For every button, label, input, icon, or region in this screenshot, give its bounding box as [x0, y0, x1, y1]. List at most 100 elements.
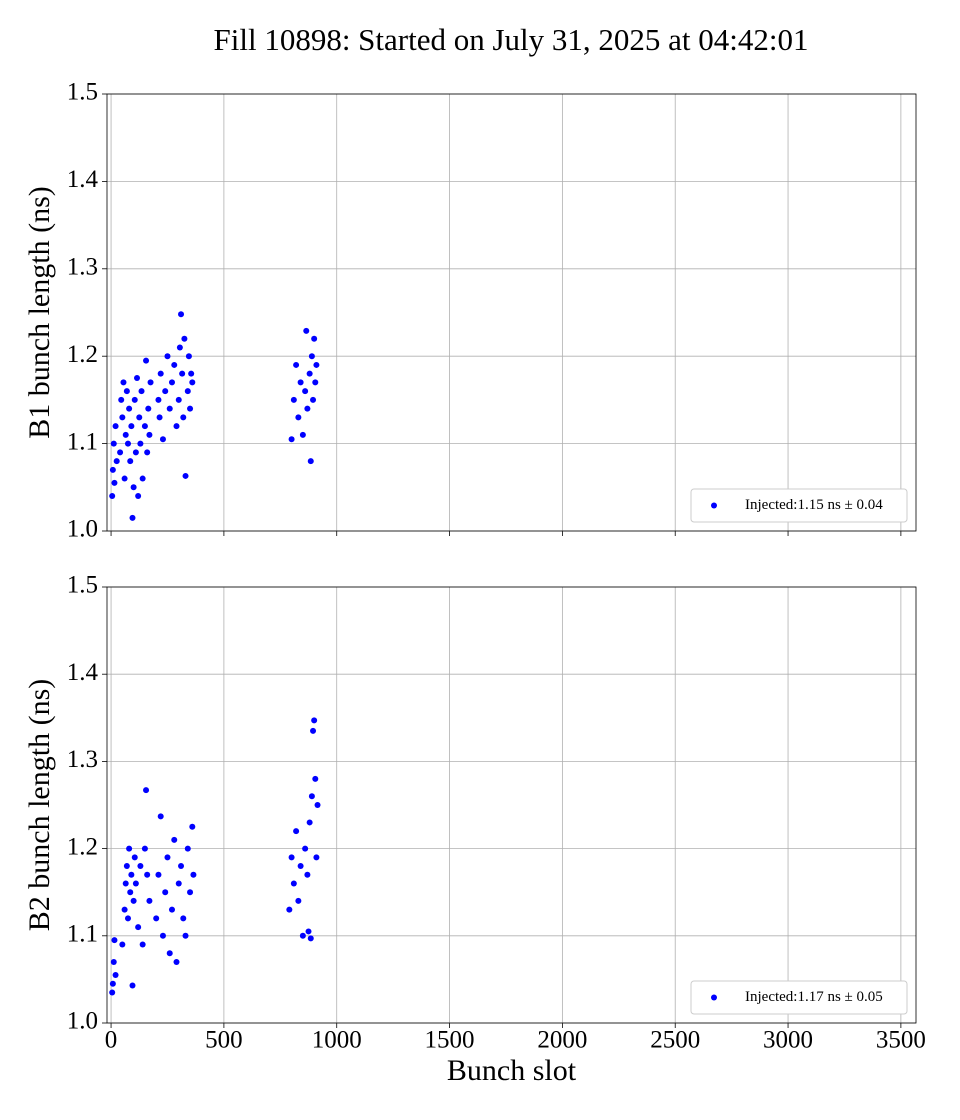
legend-marker — [711, 994, 717, 1001]
data-point — [145, 405, 152, 412]
data-point — [124, 440, 131, 447]
data-point — [147, 379, 154, 386]
data-point — [306, 370, 313, 377]
data-point — [185, 353, 192, 360]
data-point — [290, 396, 297, 403]
data-point — [122, 431, 129, 438]
data-point — [175, 396, 182, 403]
data-point — [132, 880, 139, 887]
y-tick-label: 1.3 — [67, 746, 98, 773]
data-point — [117, 449, 124, 456]
data-point — [119, 941, 126, 948]
y-tick-label: 1.0 — [67, 516, 98, 543]
data-point — [124, 915, 131, 922]
data-point — [314, 802, 321, 808]
y-tick-label: 1.4 — [67, 659, 99, 686]
data-point — [182, 932, 189, 939]
data-point — [173, 958, 180, 965]
y-tick-label: 1.2 — [67, 833, 98, 860]
data-point — [121, 906, 128, 913]
data-point — [171, 361, 178, 368]
data-point — [155, 871, 162, 878]
data-point — [141, 423, 148, 430]
data-point — [168, 379, 175, 386]
data-point — [111, 479, 118, 486]
data-point — [311, 717, 318, 724]
data-point — [310, 727, 317, 734]
legend-box — [690, 488, 908, 523]
data-point — [166, 950, 173, 957]
x-tick-label: 1000 — [312, 1027, 362, 1054]
data-point — [307, 458, 314, 465]
data-point — [119, 414, 126, 421]
x-tick-label: 0 — [105, 1027, 118, 1054]
data-point — [179, 370, 186, 377]
data-point — [120, 379, 127, 386]
data-point — [112, 972, 119, 979]
data-point — [288, 436, 295, 443]
data-point — [128, 871, 135, 878]
y-tick-label: 1.3 — [67, 254, 98, 281]
data-point — [295, 897, 302, 904]
data-point — [157, 813, 164, 820]
y-tick-label: 1.2 — [67, 341, 98, 368]
data-point — [144, 871, 151, 878]
data-point — [153, 915, 160, 922]
data-point — [126, 845, 133, 852]
data-point — [156, 414, 163, 421]
data-point — [189, 379, 196, 386]
data-point — [295, 414, 302, 421]
data-point — [118, 396, 125, 403]
y-tick-label: 1.4 — [67, 166, 99, 193]
data-point — [188, 370, 195, 377]
data-point — [155, 396, 162, 403]
data-point — [137, 863, 144, 870]
data-point — [129, 982, 136, 989]
data-point — [135, 493, 142, 500]
x-tick-label: 2000 — [537, 1027, 587, 1054]
x-axis-label: Bunch slot — [447, 1054, 577, 1087]
y-tick-label: 1.5 — [67, 572, 98, 599]
y-tick-label: 1.1 — [67, 428, 98, 455]
data-point — [146, 431, 153, 438]
data-point — [307, 935, 314, 942]
data-point — [113, 458, 120, 465]
data-point — [109, 493, 116, 500]
data-point — [141, 845, 148, 852]
data-point — [127, 458, 134, 465]
data-point — [166, 405, 173, 412]
data-point — [178, 311, 185, 318]
data-point — [123, 388, 130, 395]
data-point — [176, 344, 183, 351]
data-point — [184, 388, 191, 395]
data-point — [303, 327, 310, 334]
data-point — [138, 388, 145, 395]
data-point — [136, 414, 143, 421]
data-point — [180, 915, 187, 922]
data-point — [132, 449, 139, 456]
data-point — [299, 932, 306, 939]
legend-box — [690, 980, 908, 1015]
data-point — [312, 379, 319, 386]
data-point — [311, 335, 318, 342]
y-axis-label: B2 bunch length (ns) — [23, 679, 56, 931]
data-point — [180, 414, 187, 421]
data-point — [299, 431, 306, 438]
data-point — [168, 906, 175, 913]
data-point — [109, 980, 116, 987]
data-point — [139, 475, 146, 482]
data-point — [306, 819, 313, 826]
data-point — [297, 379, 304, 386]
data-point — [131, 396, 138, 403]
data-point — [304, 871, 311, 878]
data-point — [187, 405, 194, 412]
data-point — [110, 440, 117, 447]
x-tick-label: 2500 — [650, 1027, 700, 1054]
legend-marker — [711, 502, 717, 509]
data-point — [308, 793, 315, 800]
data-point — [122, 880, 129, 887]
data-point — [184, 845, 191, 852]
data-point — [302, 388, 309, 395]
data-point — [288, 854, 295, 861]
